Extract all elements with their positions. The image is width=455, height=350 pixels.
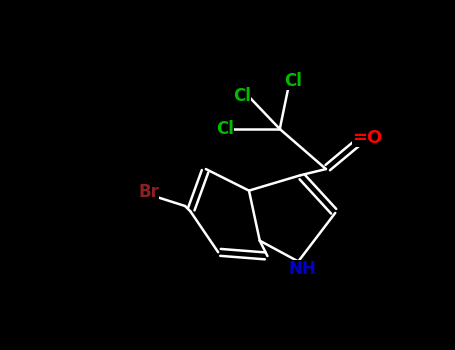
Text: Br: Br bbox=[138, 183, 159, 201]
Text: =O: =O bbox=[353, 129, 383, 147]
Text: Cl: Cl bbox=[284, 72, 302, 90]
Text: NH: NH bbox=[288, 260, 316, 278]
Text: Cl: Cl bbox=[233, 87, 251, 105]
Text: Cl: Cl bbox=[216, 120, 234, 138]
